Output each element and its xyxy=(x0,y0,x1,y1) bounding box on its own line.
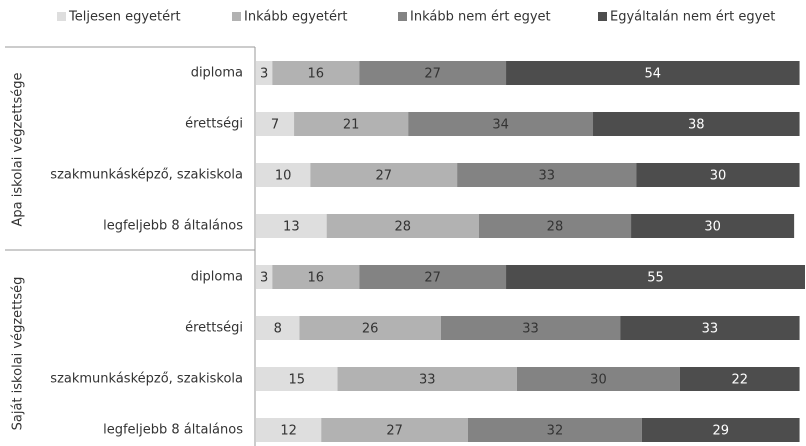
bar-segment xyxy=(256,112,295,136)
value-label: 33 xyxy=(419,373,436,388)
bar-segment xyxy=(272,61,360,85)
value-label: 27 xyxy=(424,67,441,82)
value-label: 27 xyxy=(424,271,441,286)
bar-segment xyxy=(631,214,795,238)
bar-segment xyxy=(256,418,322,442)
value-label: 55 xyxy=(647,271,664,286)
value-label: 32 xyxy=(547,424,564,439)
bar-segment xyxy=(679,367,800,391)
bar-segment xyxy=(440,316,621,340)
value-label: 28 xyxy=(394,220,411,235)
category-label: érettségi xyxy=(185,117,243,132)
category-label: diploma xyxy=(191,66,243,81)
bar-segment xyxy=(321,418,468,442)
value-label: 3 xyxy=(260,271,268,286)
legend-label: Inkább egyetért xyxy=(244,10,347,25)
value-label: 16 xyxy=(308,67,325,82)
value-label: 8 xyxy=(274,322,282,337)
bar-segment xyxy=(516,367,680,391)
value-label: 16 xyxy=(308,271,325,286)
value-label: 26 xyxy=(362,322,379,337)
bar-segment xyxy=(256,214,327,238)
value-label: 21 xyxy=(343,118,360,133)
legend-swatch xyxy=(598,12,607,21)
value-label: 12 xyxy=(280,424,297,439)
value-label: 54 xyxy=(645,67,662,82)
bar-segment xyxy=(506,265,805,289)
value-label: 30 xyxy=(590,373,607,388)
category-label: diploma xyxy=(191,270,243,285)
bar-segment xyxy=(256,163,311,187)
category-label: szakmunkásképző, szakiskola xyxy=(50,372,243,387)
bar-segment xyxy=(359,61,507,85)
bar-segment xyxy=(506,61,800,85)
value-label: 3 xyxy=(260,67,268,82)
legend-label: Egyáltalán nem ért egyet xyxy=(610,10,775,25)
bar-segment xyxy=(593,112,800,136)
value-label: 7 xyxy=(271,118,279,133)
bar-segment xyxy=(256,367,338,391)
value-label: 30 xyxy=(704,220,721,235)
bar-segment xyxy=(641,418,800,442)
bar-segment xyxy=(299,316,441,340)
legend-swatch xyxy=(57,12,66,21)
bar-segment xyxy=(636,163,800,187)
bar-segment xyxy=(256,316,300,340)
value-label: 29 xyxy=(712,424,729,439)
bar-segment xyxy=(620,316,800,340)
category-label: legfeljebb 8 általános xyxy=(103,219,243,234)
legend-swatch xyxy=(398,12,407,21)
legend-label: Inkább nem ért egyet xyxy=(410,10,551,25)
group-label: Apa iskolai végzettsége xyxy=(11,73,26,227)
category-label: legfeljebb 8 általános xyxy=(103,423,243,438)
value-label: 15 xyxy=(288,373,305,388)
bar-segment xyxy=(256,61,273,85)
value-label: 38 xyxy=(688,118,705,133)
bar-segment xyxy=(457,163,637,187)
value-label: 33 xyxy=(702,322,719,337)
value-label: 22 xyxy=(731,373,748,388)
bar-segment xyxy=(478,214,632,238)
bar-segment xyxy=(326,214,479,238)
value-label: 10 xyxy=(275,169,292,184)
bar-segment xyxy=(359,265,507,289)
category-label: szakmunkásképző, szakiskola xyxy=(50,168,243,183)
value-label: 13 xyxy=(283,220,300,235)
legend-label: Teljesen egyetért xyxy=(68,10,181,25)
value-label: 27 xyxy=(386,424,403,439)
value-label: 33 xyxy=(522,322,539,337)
bar-segment xyxy=(467,418,642,442)
bar-segment xyxy=(256,265,273,289)
bar-segment xyxy=(310,163,458,187)
value-label: 27 xyxy=(375,169,392,184)
bar-segment xyxy=(408,112,594,136)
value-label: 33 xyxy=(539,169,556,184)
value-label: 30 xyxy=(710,169,727,184)
value-label: 28 xyxy=(547,220,564,235)
category-label: érettségi xyxy=(185,321,243,336)
group-label: Saját iskolai végzettség xyxy=(11,277,26,431)
bar-segment xyxy=(272,265,360,289)
value-label: 34 xyxy=(492,118,509,133)
bar-segment xyxy=(294,112,409,136)
legend-swatch xyxy=(232,12,241,21)
bar-segment xyxy=(337,367,517,391)
